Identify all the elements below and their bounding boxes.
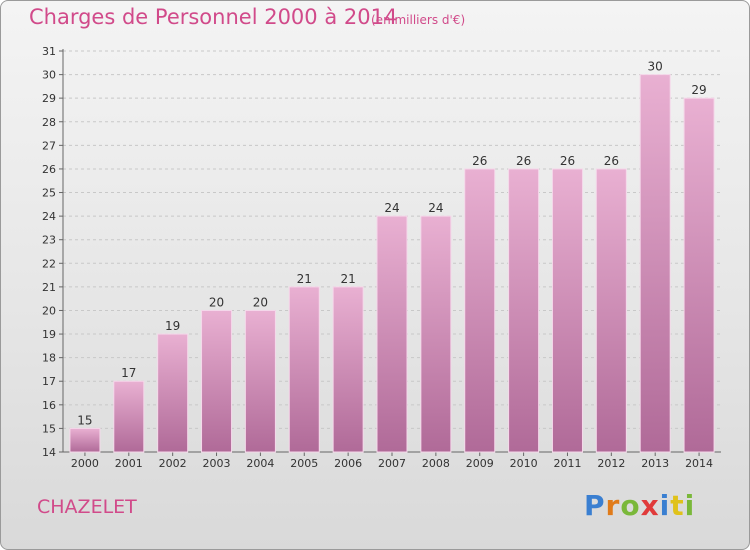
bar: [639, 74, 671, 453]
y-tick-label: 21: [42, 281, 56, 294]
x-tick-label: 2009: [466, 457, 494, 470]
y-tick-label: 26: [42, 163, 56, 176]
x-tick-label: 2005: [290, 457, 318, 470]
x-tick-label: 2011: [553, 457, 581, 470]
chart-subtitle: (en milliers d'€): [371, 13, 466, 27]
proxiti-logo[interactable]: Proxiti: [584, 489, 695, 522]
data-label: 21: [340, 272, 355, 286]
data-label: 26: [516, 154, 531, 168]
commune-name: CHAZELET: [37, 496, 137, 518]
bar: [683, 97, 715, 453]
x-tick-label: 2014: [685, 457, 713, 470]
y-tick-label: 16: [42, 399, 56, 412]
labels: 14 15 16 17 18 19 20 21 22 23 24 25 26 27 28 29 30 31 15 20…: [42, 45, 713, 470]
y-tick-label: 31: [42, 45, 56, 58]
y-tick-label: 25: [42, 187, 56, 200]
x-tick-label: 2002: [159, 457, 187, 470]
bar: [420, 215, 452, 453]
bar: [288, 286, 320, 453]
bar: [332, 286, 364, 453]
x-tick-label: 2006: [334, 457, 362, 470]
y-tick-label: 29: [42, 92, 56, 105]
bar: [595, 168, 627, 453]
bar: [244, 309, 276, 453]
logo-letter: i: [684, 489, 696, 522]
chart-title: Charges de Personnel 2000 à 2014: [29, 5, 398, 29]
x-tick-label: 2003: [203, 457, 231, 470]
y-tick-label: 27: [42, 139, 56, 152]
data-label: 20: [209, 295, 224, 309]
data-label: 26: [560, 154, 575, 168]
data-label: 24: [428, 201, 443, 215]
x-tick-label: 2013: [641, 457, 669, 470]
x-tick-label: 2012: [597, 457, 625, 470]
data-label: 30: [648, 60, 663, 74]
data-label: 21: [297, 272, 312, 286]
y-tick-label: 15: [42, 422, 56, 435]
logo-letter: i: [659, 489, 671, 522]
y-tick-label: 14: [42, 446, 56, 459]
logo-letter: x: [640, 489, 660, 522]
y-tick-label: 18: [42, 352, 56, 365]
data-label: 26: [472, 154, 487, 168]
x-tick-label: 2004: [246, 457, 274, 470]
logo-letter: r: [605, 489, 621, 522]
bar: [201, 309, 233, 453]
data-label: 29: [691, 83, 706, 97]
y-tick-label: 20: [42, 304, 56, 317]
bars: [69, 74, 715, 453]
data-label: 19: [165, 319, 180, 333]
data-label: 20: [253, 295, 268, 309]
data-label: 24: [384, 201, 399, 215]
bar: [69, 427, 101, 453]
y-tick-label: 28: [42, 116, 56, 129]
y-tick-label: 23: [42, 234, 56, 247]
x-tick-label: 2010: [510, 457, 538, 470]
bar: [551, 168, 583, 453]
logo-letter: o: [620, 489, 641, 522]
logo-letter: t: [670, 489, 685, 522]
data-label: 17: [121, 366, 136, 380]
y-tick-label: 30: [42, 69, 56, 82]
logo-letter: P: [584, 489, 606, 522]
bar: [113, 380, 145, 453]
x-tick-label: 2008: [422, 457, 450, 470]
x-tick-label: 2007: [378, 457, 406, 470]
bar: [376, 215, 408, 453]
y-tick-label: 22: [42, 257, 56, 270]
bar: [157, 333, 189, 453]
y-tick-label: 17: [42, 375, 56, 388]
data-label: 15: [77, 413, 92, 427]
x-tick-label: 2000: [71, 457, 99, 470]
data-label: 26: [604, 154, 619, 168]
bar: [464, 168, 496, 453]
y-tick-label: 19: [42, 328, 56, 341]
bar: [508, 168, 540, 453]
y-tick-label: 24: [42, 210, 56, 223]
x-tick-label: 2001: [115, 457, 143, 470]
